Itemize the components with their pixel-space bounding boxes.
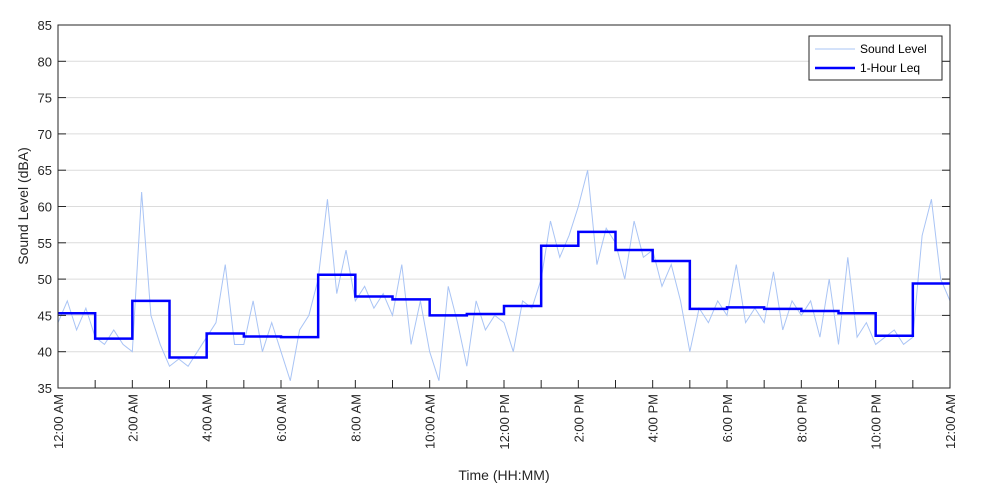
leq-line — [58, 230, 950, 359]
x-axis-label: Time (HH:MM) — [458, 467, 549, 483]
y-tick-label: 35 — [38, 381, 52, 396]
y-tick-label: 50 — [38, 272, 52, 287]
y-axis-label: Sound Level (dBA) — [15, 147, 31, 265]
y-tick-label: 75 — [38, 91, 52, 106]
legend-box — [808, 35, 943, 81]
x-tick-label: 4:00 AM — [200, 394, 215, 442]
x-tick-label: 8:00 AM — [348, 394, 363, 442]
x-tick-label: 10:00 AM — [423, 394, 438, 449]
y-tick-label: 55 — [38, 236, 52, 251]
y-tick-label: 40 — [38, 345, 52, 360]
y-tick-label: 70 — [38, 127, 52, 142]
legend-label-leq: 1-Hour Leq — [860, 61, 920, 75]
y-tick-label: 80 — [38, 54, 52, 69]
x-tick-label: 2:00 PM — [571, 394, 586, 442]
x-tick-label: 4:00 PM — [646, 394, 661, 442]
x-tick-label: 2:00 AM — [125, 394, 140, 442]
y-tick-label: 60 — [38, 200, 52, 215]
x-tick-label: 10:00 PM — [869, 394, 884, 450]
x-tick-label: 6:00 PM — [720, 394, 735, 442]
x-tick-label: 12:00 AM — [51, 394, 66, 449]
x-tick-label: 12:00 PM — [497, 394, 512, 450]
y-tick-label: 45 — [38, 308, 52, 323]
x-tick-label: 12:00 AM — [943, 394, 958, 449]
y-tick-label: 85 — [38, 18, 52, 33]
legend: Sound Level 1-Hour Leq — [808, 35, 943, 81]
y-tick-label: 65 — [38, 163, 52, 178]
x-tick-label: 6:00 AM — [274, 394, 289, 442]
x-tick-label: 8:00 PM — [794, 394, 809, 442]
legend-label-sound-level: Sound Level — [860, 42, 927, 56]
